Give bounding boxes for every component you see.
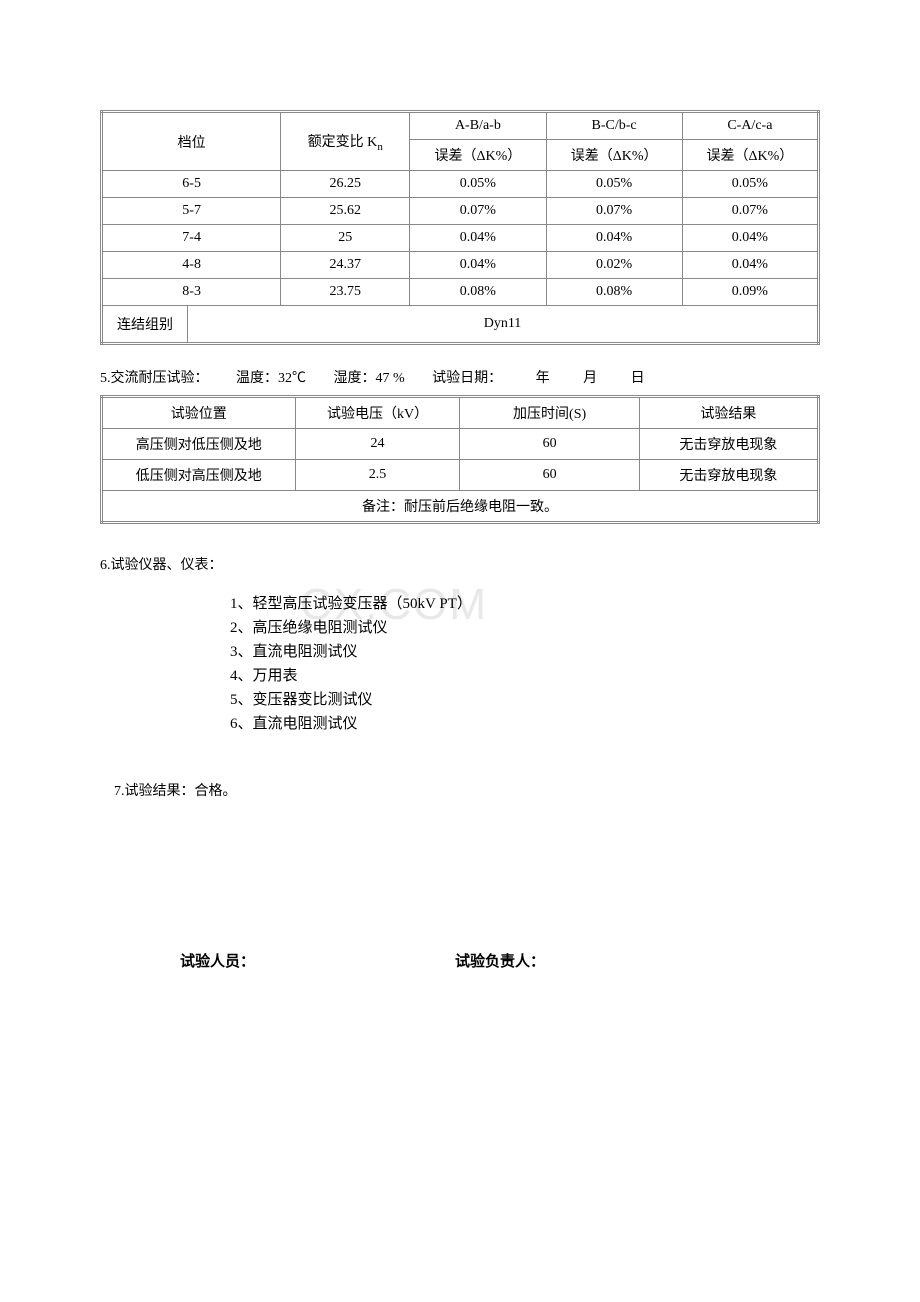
- table-header-row: 档位 额定变比 Kn A-B/a-b B-C/b-c C-A/c-a: [102, 112, 819, 140]
- cell: 0.07%: [682, 198, 818, 225]
- col-ca-err: 误差（ΔK%）: [682, 140, 818, 171]
- cell: 试验位置: [102, 397, 296, 429]
- cell: 无击穿放电现象: [639, 460, 818, 491]
- cell: 0.05%: [546, 171, 682, 198]
- table-note-row: 备注：耐压前后绝缘电阻一致。: [102, 491, 819, 523]
- list-item: 3、直流电阻测试仪: [230, 640, 820, 664]
- month-label: 月: [583, 371, 597, 386]
- table-row: 高压侧对低压侧及地 24 60 无击穿放电现象: [102, 429, 819, 460]
- cell: 26.25: [281, 171, 410, 198]
- cell: 0.05%: [682, 171, 818, 198]
- humid-label: 湿度：47 %: [334, 371, 405, 386]
- supervisor-label: 试验负责人：: [455, 950, 545, 971]
- section5-label: 5.交流耐压试验：: [100, 371, 209, 386]
- col-position: 档位: [102, 112, 281, 171]
- table-footer-row: 连结组别 Dyn11: [102, 306, 819, 344]
- cell: 加压时间(S): [460, 397, 639, 429]
- cell: 60: [460, 429, 639, 460]
- cell: 无击穿放电现象: [639, 429, 818, 460]
- table-row: 低压侧对高压侧及地 2.5 60 无击穿放电现象: [102, 460, 819, 491]
- cell: 0.04%: [546, 225, 682, 252]
- list-item: 4、万用表: [230, 664, 820, 688]
- cell: 试验电压（kV）: [295, 397, 460, 429]
- cell: 0.09%: [682, 279, 818, 306]
- cell: 60: [460, 460, 639, 491]
- table-row: 5-725.620.07%0.07%0.07%: [102, 198, 819, 225]
- cell: 0.04%: [410, 225, 546, 252]
- cell: 0.07%: [546, 198, 682, 225]
- tester-label: 试验人员：: [180, 950, 255, 971]
- cell: 24: [295, 429, 460, 460]
- cell: 0.04%: [682, 252, 818, 279]
- cell: 24.37: [281, 252, 410, 279]
- foot-label: 连结组别: [102, 306, 188, 344]
- cell: 25.62: [281, 198, 410, 225]
- signature-row: 试验人员： 试验负责人：: [100, 950, 820, 971]
- cell: 5-7: [102, 198, 281, 225]
- note-cell: 备注：耐压前后绝缘电阻一致。: [102, 491, 819, 523]
- cell: 2.5: [295, 460, 460, 491]
- cell: 8-3: [102, 279, 281, 306]
- col-ab-err: 误差（ΔK%）: [410, 140, 546, 171]
- cell: 0.02%: [546, 252, 682, 279]
- ratio-table: 档位 额定变比 Kn A-B/a-b B-C/b-c C-A/c-a 误差（ΔK…: [100, 110, 820, 345]
- temp-label: 温度：32℃: [236, 371, 306, 386]
- table-row: 4-824.370.04%0.02%0.04%: [102, 252, 819, 279]
- list-item: 5、变压器变比测试仪: [230, 688, 820, 712]
- cell: 6-5: [102, 171, 281, 198]
- cell: 4-8: [102, 252, 281, 279]
- cell: 0.04%: [410, 252, 546, 279]
- table-row: 8-323.750.08%0.08%0.09%: [102, 279, 819, 306]
- table-row: 7-4250.04%0.04%0.04%: [102, 225, 819, 252]
- withstand-table: 试验位置 试验电压（kV） 加压时间(S) 试验结果 高压侧对低压侧及地 24 …: [100, 395, 820, 524]
- cell: 25: [281, 225, 410, 252]
- cell: 23.75: [281, 279, 410, 306]
- list-item: 6、直流电阻测试仪: [230, 712, 820, 736]
- cell: 7-4: [102, 225, 281, 252]
- table-row: 6-526.250.05%0.05%0.05%: [102, 171, 819, 198]
- list-item: 1、轻型高压试验变压器（50kV PT）: [230, 592, 820, 616]
- col-bc: B-C/b-c: [546, 112, 682, 140]
- col-ab: A-B/a-b: [410, 112, 546, 140]
- cell: 0.04%: [682, 225, 818, 252]
- col-ca: C-A/c-a: [682, 112, 818, 140]
- instrument-list: 1、轻型高压试验变压器（50kV PT） 2、高压绝缘电阻测试仪 3、直流电阻测…: [230, 592, 820, 736]
- date-label: 试验日期：: [432, 371, 502, 386]
- section6-heading: 6.试验仪器、仪表：: [100, 554, 820, 574]
- year-label: 年: [536, 371, 550, 386]
- cell: 0.07%: [410, 198, 546, 225]
- cell: 0.08%: [546, 279, 682, 306]
- cell: 高压侧对低压侧及地: [102, 429, 296, 460]
- section5-heading: 5.交流耐压试验： 温度：32℃ 湿度：47 % 试验日期： 年 月 日: [100, 367, 820, 387]
- day-label: 日: [631, 371, 645, 386]
- cell: 0.05%: [410, 171, 546, 198]
- cell: 试验结果: [639, 397, 818, 429]
- col-bc-err: 误差（ΔK%）: [546, 140, 682, 171]
- cell: 0.08%: [410, 279, 546, 306]
- col-ratio: 额定变比 Kn: [281, 112, 410, 171]
- cell: 低压侧对高压侧及地: [102, 460, 296, 491]
- list-item: 2、高压绝缘电阻测试仪: [230, 616, 820, 640]
- foot-value: Dyn11: [188, 306, 819, 344]
- table-header-row: 试验位置 试验电压（kV） 加压时间(S) 试验结果: [102, 397, 819, 429]
- section7-result: 7.试验结果：合格。: [114, 780, 820, 800]
